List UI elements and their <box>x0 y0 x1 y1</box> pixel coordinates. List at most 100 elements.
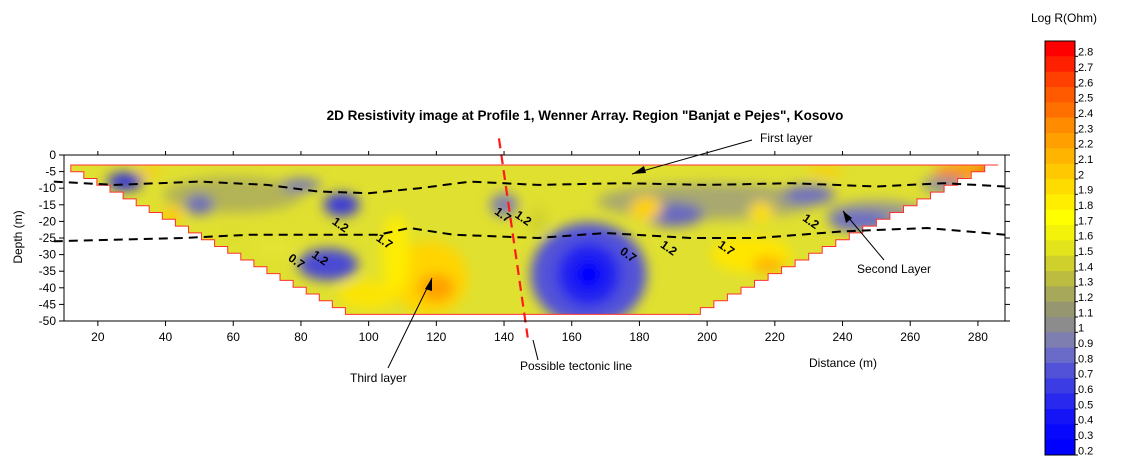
colorbar-swatch <box>1045 209 1075 226</box>
resistivity-blob <box>298 248 359 281</box>
resistivity-blob <box>185 194 214 215</box>
colorbar-swatch <box>1045 378 1075 395</box>
y-tick-label: -25 <box>39 231 57 245</box>
colorbar-swatch <box>1045 148 1075 165</box>
colorbar-swatch <box>1045 424 1075 441</box>
y-tick-label: -35 <box>39 264 57 278</box>
colorbar-label: 2.3 <box>1078 123 1093 135</box>
colorbar-swatch <box>1045 194 1075 211</box>
colorbar-swatch <box>1045 102 1075 119</box>
y-tick-label: -20 <box>39 214 57 228</box>
colorbar-label: 0.2 <box>1078 445 1093 457</box>
colorbar-swatch <box>1045 409 1075 425</box>
arrow-heads <box>425 166 852 291</box>
x-tick-label: 180 <box>629 330 649 344</box>
colorbar-label: 0.8 <box>1078 353 1093 365</box>
second-layer-label: Second Layer <box>857 262 931 276</box>
resistivity-blob <box>749 201 774 222</box>
x-tick-label: 120 <box>426 330 446 344</box>
resistivity-blob <box>807 166 844 177</box>
colorbar-swatch <box>1045 393 1075 410</box>
resistivity-blob <box>338 280 399 309</box>
colorbar-swatch <box>1045 301 1075 318</box>
colorbar-swatch <box>1045 286 1075 303</box>
colorbar-swatch <box>1045 117 1075 134</box>
colorbar-swatch <box>1045 240 1075 257</box>
first-layer-arrow <box>631 139 753 175</box>
resistivity-blob <box>597 183 818 220</box>
colorbar-swatch <box>1045 179 1075 195</box>
colorbar-swatch <box>1045 163 1075 180</box>
x-tick-label: 240 <box>833 330 853 344</box>
colorbar-label: 0.6 <box>1078 384 1093 396</box>
y-tick-label: -10 <box>39 181 57 195</box>
colorbar-swatch <box>1045 225 1075 241</box>
resistivity-blob <box>782 184 835 205</box>
colorbar-label: 2.5 <box>1078 93 1093 105</box>
third-layer-arrowhead <box>425 278 432 291</box>
colorbar-border <box>1044 40 1076 456</box>
colorbar-label: 2 <box>1078 169 1084 181</box>
colorbar-swatch <box>1045 363 1075 379</box>
colorbar-label: 1.9 <box>1078 185 1093 197</box>
resistivity-blob <box>574 260 603 289</box>
x-tick-label: 80 <box>294 330 308 344</box>
colorbar-label: 0.9 <box>1078 338 1093 350</box>
x-tick-label: 200 <box>697 330 717 344</box>
colorbar-label: 2.2 <box>1078 139 1093 151</box>
colorbar: 2.8 2.7 2.6 2.5 2.4 2.3 2.2 2.1 2 1.9 1.8 1.7 1.6 1.5… <box>1044 40 1093 457</box>
third-layer-arrow <box>387 277 433 369</box>
colorbar-swatch <box>1045 439 1075 456</box>
resistivity-section <box>70 164 999 315</box>
resistivity-blob <box>418 273 455 302</box>
x-tick-label: 260 <box>900 330 920 344</box>
colorbar-label: 1.3 <box>1078 277 1093 289</box>
colorbar-label: 0.5 <box>1078 399 1093 411</box>
colorbar-label: 2.6 <box>1078 77 1093 89</box>
x-tick-label: 160 <box>562 330 582 344</box>
third-layer-label: Third layer <box>350 371 407 385</box>
colorbar-label: 1.4 <box>1078 261 1093 273</box>
colorbar-swatch <box>1045 133 1075 149</box>
colorbar-label: 0.3 <box>1078 430 1093 442</box>
colorbar-label: 2.7 <box>1078 62 1093 74</box>
tectonic-line-label: Possible tectonic line <box>520 359 632 373</box>
resistivity-blob <box>527 205 548 238</box>
tectonic-line <box>497 138 529 338</box>
tectonic-line-pointer <box>532 339 539 361</box>
first-layer-arrowhead <box>632 166 646 174</box>
resistivity-blob <box>163 176 304 213</box>
colorbar-swatch <box>1045 271 1075 287</box>
resistivity-blob <box>219 228 248 241</box>
x-tick-label: 220 <box>765 330 785 344</box>
colorbar-title: Log R(Ohm) <box>1031 11 1097 25</box>
colorbar-swatch <box>1045 41 1075 57</box>
section-outline <box>70 164 999 315</box>
resistivity-blob <box>490 192 519 217</box>
colorbar-swatch <box>1045 347 1075 364</box>
x-axis: 20 40 60 80 100 120 140 160 180 200 220 240 260 280 <box>91 151 988 344</box>
colorbar-label: 2.8 <box>1078 47 1093 59</box>
resistivity-blob <box>162 206 183 223</box>
first-layer-label: First layer <box>760 131 813 145</box>
first-layer-boundary <box>53 180 1006 195</box>
y-tick-label: -30 <box>39 248 57 262</box>
colorbar-swatch <box>1045 56 1075 73</box>
colorbar-label: 2.4 <box>1078 108 1093 120</box>
colorbar-label: 1 <box>1078 323 1084 335</box>
colorbar-swatch <box>1045 71 1075 88</box>
x-tick-label: 20 <box>91 330 105 344</box>
x-tick-label: 100 <box>359 330 379 344</box>
x-tick-label: 280 <box>968 330 988 344</box>
colorbar-swatch <box>1045 255 1075 272</box>
x-tick-label: 40 <box>159 330 173 344</box>
y-axis: 0 -5 -10 -15 -20 -25 -30 -35 -40 -45 -50 <box>39 148 1010 328</box>
resistivity-blob <box>136 166 161 177</box>
colorbar-swatch <box>1045 317 1075 333</box>
y-tick-label: -5 <box>45 165 56 179</box>
resistivity-blob <box>381 214 410 295</box>
colorbar-label: 0.4 <box>1078 415 1093 427</box>
colorbar-label: 0.7 <box>1078 369 1093 381</box>
colorbar-label: 1.5 <box>1078 246 1093 258</box>
